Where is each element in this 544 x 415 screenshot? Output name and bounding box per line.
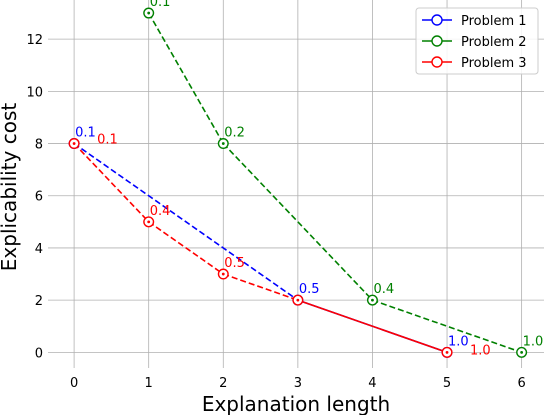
legend-label: Problem 2 — [461, 35, 527, 50]
y-tick-label: 12 — [26, 33, 43, 48]
data-point-center — [221, 272, 225, 276]
series-segment — [297, 299, 448, 354]
x-tick-label: 6 — [517, 376, 525, 391]
point-label: 0.5 — [224, 256, 245, 271]
data-point-center — [296, 298, 300, 302]
y-tick-label: 2 — [35, 294, 43, 309]
x-tick-label: 5 — [443, 376, 451, 391]
series-segment — [73, 142, 150, 223]
legend-marker — [431, 14, 443, 26]
y-tick-label: 4 — [35, 242, 43, 257]
data-point-center — [72, 142, 76, 145]
x-tick-label: 4 — [368, 376, 376, 391]
point-label: 1.0 — [448, 334, 469, 349]
y-tick-label: 8 — [35, 138, 43, 153]
data-point-center — [445, 350, 449, 354]
y-axis-title: Explicability cost — [0, 103, 21, 272]
x-tick-label: 0 — [70, 376, 78, 391]
series-segment — [222, 142, 374, 301]
series-segment — [223, 273, 299, 301]
point-label: 0.4 — [150, 204, 171, 219]
data-point-center — [147, 220, 151, 224]
point-labels: 0.1 0.5 1.0 0.1 0.2 0.4 1.0 0.1 0.4 0.5 1.0 — [75, 0, 543, 358]
series-segment — [148, 221, 224, 275]
data-point-center — [520, 350, 524, 354]
point-label: 0.5 — [299, 282, 320, 297]
data-point-center — [221, 142, 225, 145]
y-tick-label: 0 — [35, 346, 43, 361]
series-segment — [73, 142, 299, 301]
point-label: 0.1 — [75, 126, 96, 141]
legend-label: Problem 1 — [461, 14, 527, 29]
data-point-center — [147, 11, 151, 15]
point-label: 0.2 — [224, 126, 245, 141]
data-point-center — [371, 298, 374, 302]
point-label: 1.0 — [523, 334, 544, 349]
y-tick-label: 10 — [26, 85, 43, 100]
legend-marker — [431, 35, 443, 47]
point-label: 0.1 — [150, 0, 171, 10]
x-axis-title: Explanation length — [202, 392, 390, 415]
legend-marker — [431, 56, 443, 68]
point-label: 1.0 — [470, 343, 491, 358]
y-tick-label: 6 — [35, 190, 43, 205]
legend: Problem 1 Problem 2 Problem 3 — [415, 7, 539, 75]
legend-box — [415, 7, 539, 75]
x-tick-label: 3 — [294, 376, 302, 391]
legend-label: Problem 3 — [461, 56, 527, 71]
series-lines — [73, 12, 522, 354]
point-label: 0.4 — [373, 282, 394, 297]
series-markers — [68, 7, 528, 358]
x-tick-label: 1 — [145, 376, 153, 391]
series-segment — [147, 12, 224, 144]
point-label: 0.1 — [97, 133, 118, 148]
x-tick-label: 2 — [219, 376, 227, 391]
series-segment — [372, 299, 522, 354]
